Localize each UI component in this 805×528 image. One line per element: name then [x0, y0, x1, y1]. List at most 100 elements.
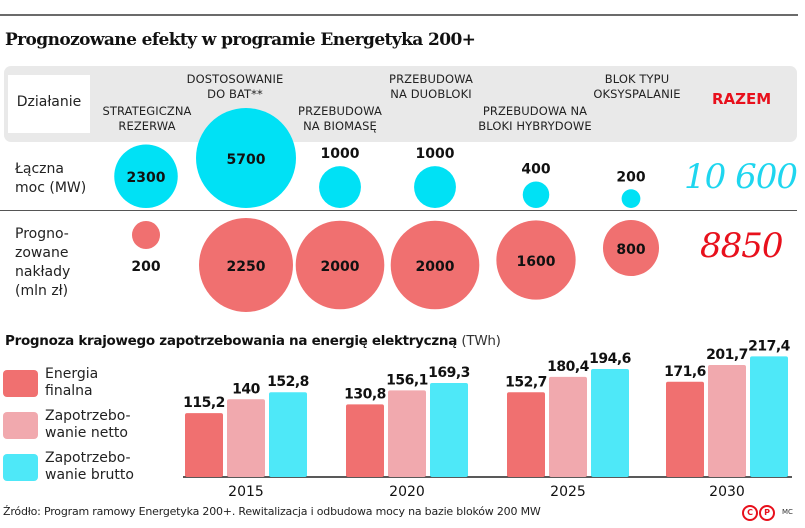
bubble-chart: 2300 5700 1000 1000 400 200 200 2250 2000 2000 160…	[114, 108, 660, 312]
legend-line: wanie netto	[45, 425, 128, 441]
row-label-line: (mln zł)	[15, 283, 69, 299]
bubble-naklady	[199, 218, 293, 312]
category-line: NA DUOBLOKI	[390, 87, 472, 101]
category-label-duobloki: PRZEBUDOWA NA DUOBLOKI	[381, 72, 481, 102]
row-label-line: Łączna	[15, 161, 64, 177]
bar	[430, 383, 468, 477]
bar-value-label: 194,6	[589, 351, 631, 367]
bubble-naklady-label: 2250	[227, 259, 266, 275]
legend-swatch	[3, 370, 38, 397]
bar-value-label: 152,8	[267, 374, 309, 390]
x-tick-label: 2015	[228, 484, 264, 500]
legend-item-brutto: Zapotrzebo- wanie brutto	[3, 450, 213, 484]
bubble-naklady	[131, 220, 161, 250]
category-label-oksyspalanie: BLOK TYPU OKSYSPALANIE	[582, 72, 692, 102]
row-label-line: zowane	[15, 245, 69, 261]
category-line: PRZEBUDOWA NA	[482, 104, 588, 118]
bar	[185, 413, 223, 477]
category-line: BLOKI HYBRYDOWE	[478, 119, 592, 133]
category-line: BLOK TYPU	[604, 72, 670, 86]
bubble-naklady-label: 2000	[416, 259, 455, 275]
bar	[549, 376, 587, 477]
bubble-moc	[114, 144, 178, 208]
copyright-p-icon: P	[759, 505, 775, 521]
bubble-naklady-label: 200	[131, 259, 160, 275]
bubble-moc	[522, 181, 550, 208]
category-line: PRZEBUDOWA	[389, 72, 473, 86]
bar	[708, 365, 746, 477]
bar	[227, 399, 265, 477]
row-label-line: nakłady	[15, 264, 71, 280]
bar-value-label: 140	[232, 381, 260, 397]
legend-swatch	[3, 454, 38, 481]
legend-line: Zapotrzebo-	[45, 408, 131, 424]
category-header-band	[4, 66, 797, 142]
bar-value-label: 130,8	[344, 386, 386, 402]
bar-chart-unit: (TWh)	[461, 333, 501, 349]
bar	[591, 368, 629, 477]
dzialanie-box	[8, 75, 90, 133]
legend-item-energia-finalna: Energia finalna	[3, 366, 213, 400]
copyright-c-icon: C	[742, 505, 758, 521]
legend-line: Energia	[45, 366, 99, 382]
legend-swatch	[3, 412, 38, 439]
legend-line: finalna	[45, 383, 93, 399]
category-label-biomasa: PRZEBUDOWA NA BIOMASĘ	[285, 104, 395, 134]
top-rule	[0, 14, 798, 16]
legend-item-netto: Zapotrzebo- wanie netto	[3, 408, 213, 442]
legend-label: Zapotrzebo- wanie brutto	[45, 450, 134, 484]
bar-value-label: 201,7	[706, 347, 748, 363]
bar	[388, 390, 426, 477]
bubble-moc	[319, 166, 361, 209]
legend-line: Zapotrzebo-	[45, 450, 131, 466]
bar-value-label: 156,1	[386, 372, 428, 388]
bubble-moc-label: 2300	[127, 170, 166, 186]
bar-value-label: 115,2	[183, 395, 225, 411]
bubble-moc	[414, 166, 456, 209]
razem-label: RAZEM	[712, 90, 772, 108]
bubble-moc-label: 1000	[416, 146, 455, 162]
bar	[666, 381, 704, 477]
bar-value-label: 217,4	[748, 340, 791, 354]
legend-label: Zapotrzebo- wanie netto	[45, 408, 131, 442]
bubble-naklady	[602, 219, 660, 277]
x-tick-label: 2030	[709, 484, 745, 500]
total-naklady: 8850	[700, 226, 784, 266]
legend-line: wanie brutto	[45, 467, 134, 483]
row-label-moc: Łączna moc (MW)	[15, 160, 86, 198]
bar-chart-title: Prognoza krajowego zapotrzebowania na en…	[5, 333, 501, 349]
bar	[346, 404, 384, 477]
bubble-moc-label: 1000	[321, 146, 360, 162]
bubble-moc-label: 200	[616, 169, 645, 185]
bubble-moc-label: 5700	[227, 152, 266, 168]
bubble-naklady-label: 800	[616, 242, 645, 258]
bubble-moc	[196, 108, 296, 208]
x-tick-label: 2025	[550, 484, 586, 500]
source-note: Źródło: Program ramowy Energetyka 200+. …	[3, 505, 541, 518]
row-label-line: Progno-	[15, 226, 69, 242]
category-label-hybrydowe: PRZEBUDOWA NA BLOKI HYBRYDOWE	[465, 104, 605, 134]
total-moc: 10 600	[684, 157, 798, 197]
category-line: DOSTOSOWANIE	[186, 72, 284, 86]
bubble-naklady	[295, 220, 385, 310]
category-label-strategiczna-rezerwa: STRATEGICZNA REZERWA	[97, 104, 197, 134]
dzialanie-label: Działanie	[16, 94, 82, 110]
bar-value-label: 180,4	[547, 359, 590, 375]
legend-label: Energia finalna	[45, 366, 98, 400]
bar	[269, 392, 307, 477]
bar-value-label: 169,3	[428, 365, 470, 381]
category-line: DO BAT**	[207, 87, 263, 101]
row-separator	[0, 210, 797, 211]
bubble-moc-label: 400	[521, 162, 550, 178]
bar	[750, 356, 788, 477]
category-line: OKSYSPALANIE	[593, 87, 681, 101]
category-line: STRATEGICZNA	[102, 104, 192, 118]
category-line: PRZEBUDOWA	[298, 104, 382, 118]
bar	[507, 392, 545, 477]
row-label-line: moc (MW)	[15, 180, 87, 196]
category-line: REZERWA	[118, 119, 176, 133]
bar-value-label: 171,6	[664, 364, 706, 380]
bubble-naklady	[390, 220, 480, 310]
author-initials: MC	[782, 508, 793, 516]
